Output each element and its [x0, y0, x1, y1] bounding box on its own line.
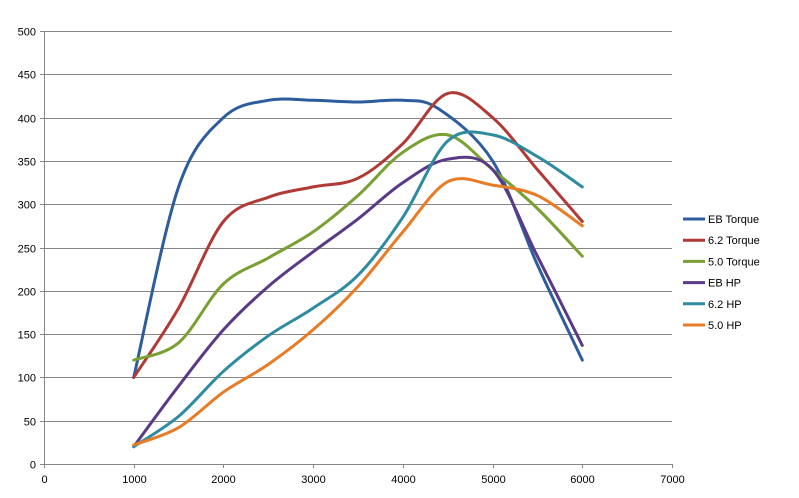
x-tick-label: 0 [41, 474, 47, 486]
y-tick-label: 50 [24, 417, 36, 429]
legend-label-eb-hp: EB HP [708, 278, 741, 290]
x-tick-label: 4000 [391, 474, 415, 486]
series-line-6-2-hp [132, 130, 584, 449]
legend-label-6-2-torque: 6.2 Torque [708, 235, 760, 247]
y-tick-label: 100 [18, 373, 36, 385]
x-tick-label: 7000 [660, 474, 684, 486]
series-line-6-2-torque [132, 91, 584, 379]
legend-label-eb-torque: EB Torque [708, 214, 759, 226]
y-tick-label: 500 [18, 27, 36, 39]
series-line-5-0-torque [132, 132, 584, 362]
y-tick-label: 250 [18, 244, 36, 256]
legend-label-5-0-hp: 5.0 HP [708, 320, 742, 332]
series-line-5-0-hp [132, 177, 584, 447]
x-tick-label: 5000 [481, 474, 505, 486]
gridlines [44, 31, 672, 422]
y-tick-label: 150 [18, 330, 36, 342]
y-tick-label: 400 [18, 114, 36, 126]
legend: EB Torque 6.2 Torque 5.0 Torque EB HP 6.2 HP… [683, 214, 760, 332]
series-lines [132, 91, 584, 449]
x-tick-label: 2000 [211, 474, 235, 486]
y-tick-label: 200 [18, 287, 36, 299]
y-tick-label: 450 [18, 70, 36, 82]
legend-label-5-0-torque: 5.0 Torque [708, 256, 760, 268]
series-line-eb-hp [132, 155, 584, 449]
x-tick-label: 6000 [570, 474, 594, 486]
x-tick-label: 3000 [301, 474, 325, 486]
y-tick-label: 0 [30, 460, 36, 472]
x-tick-label: 1000 [122, 474, 146, 486]
legend-label-6-2-hp: 6.2 HP [708, 299, 742, 311]
y-tick-label: 300 [18, 200, 36, 212]
y-tick-label: 350 [18, 157, 36, 169]
